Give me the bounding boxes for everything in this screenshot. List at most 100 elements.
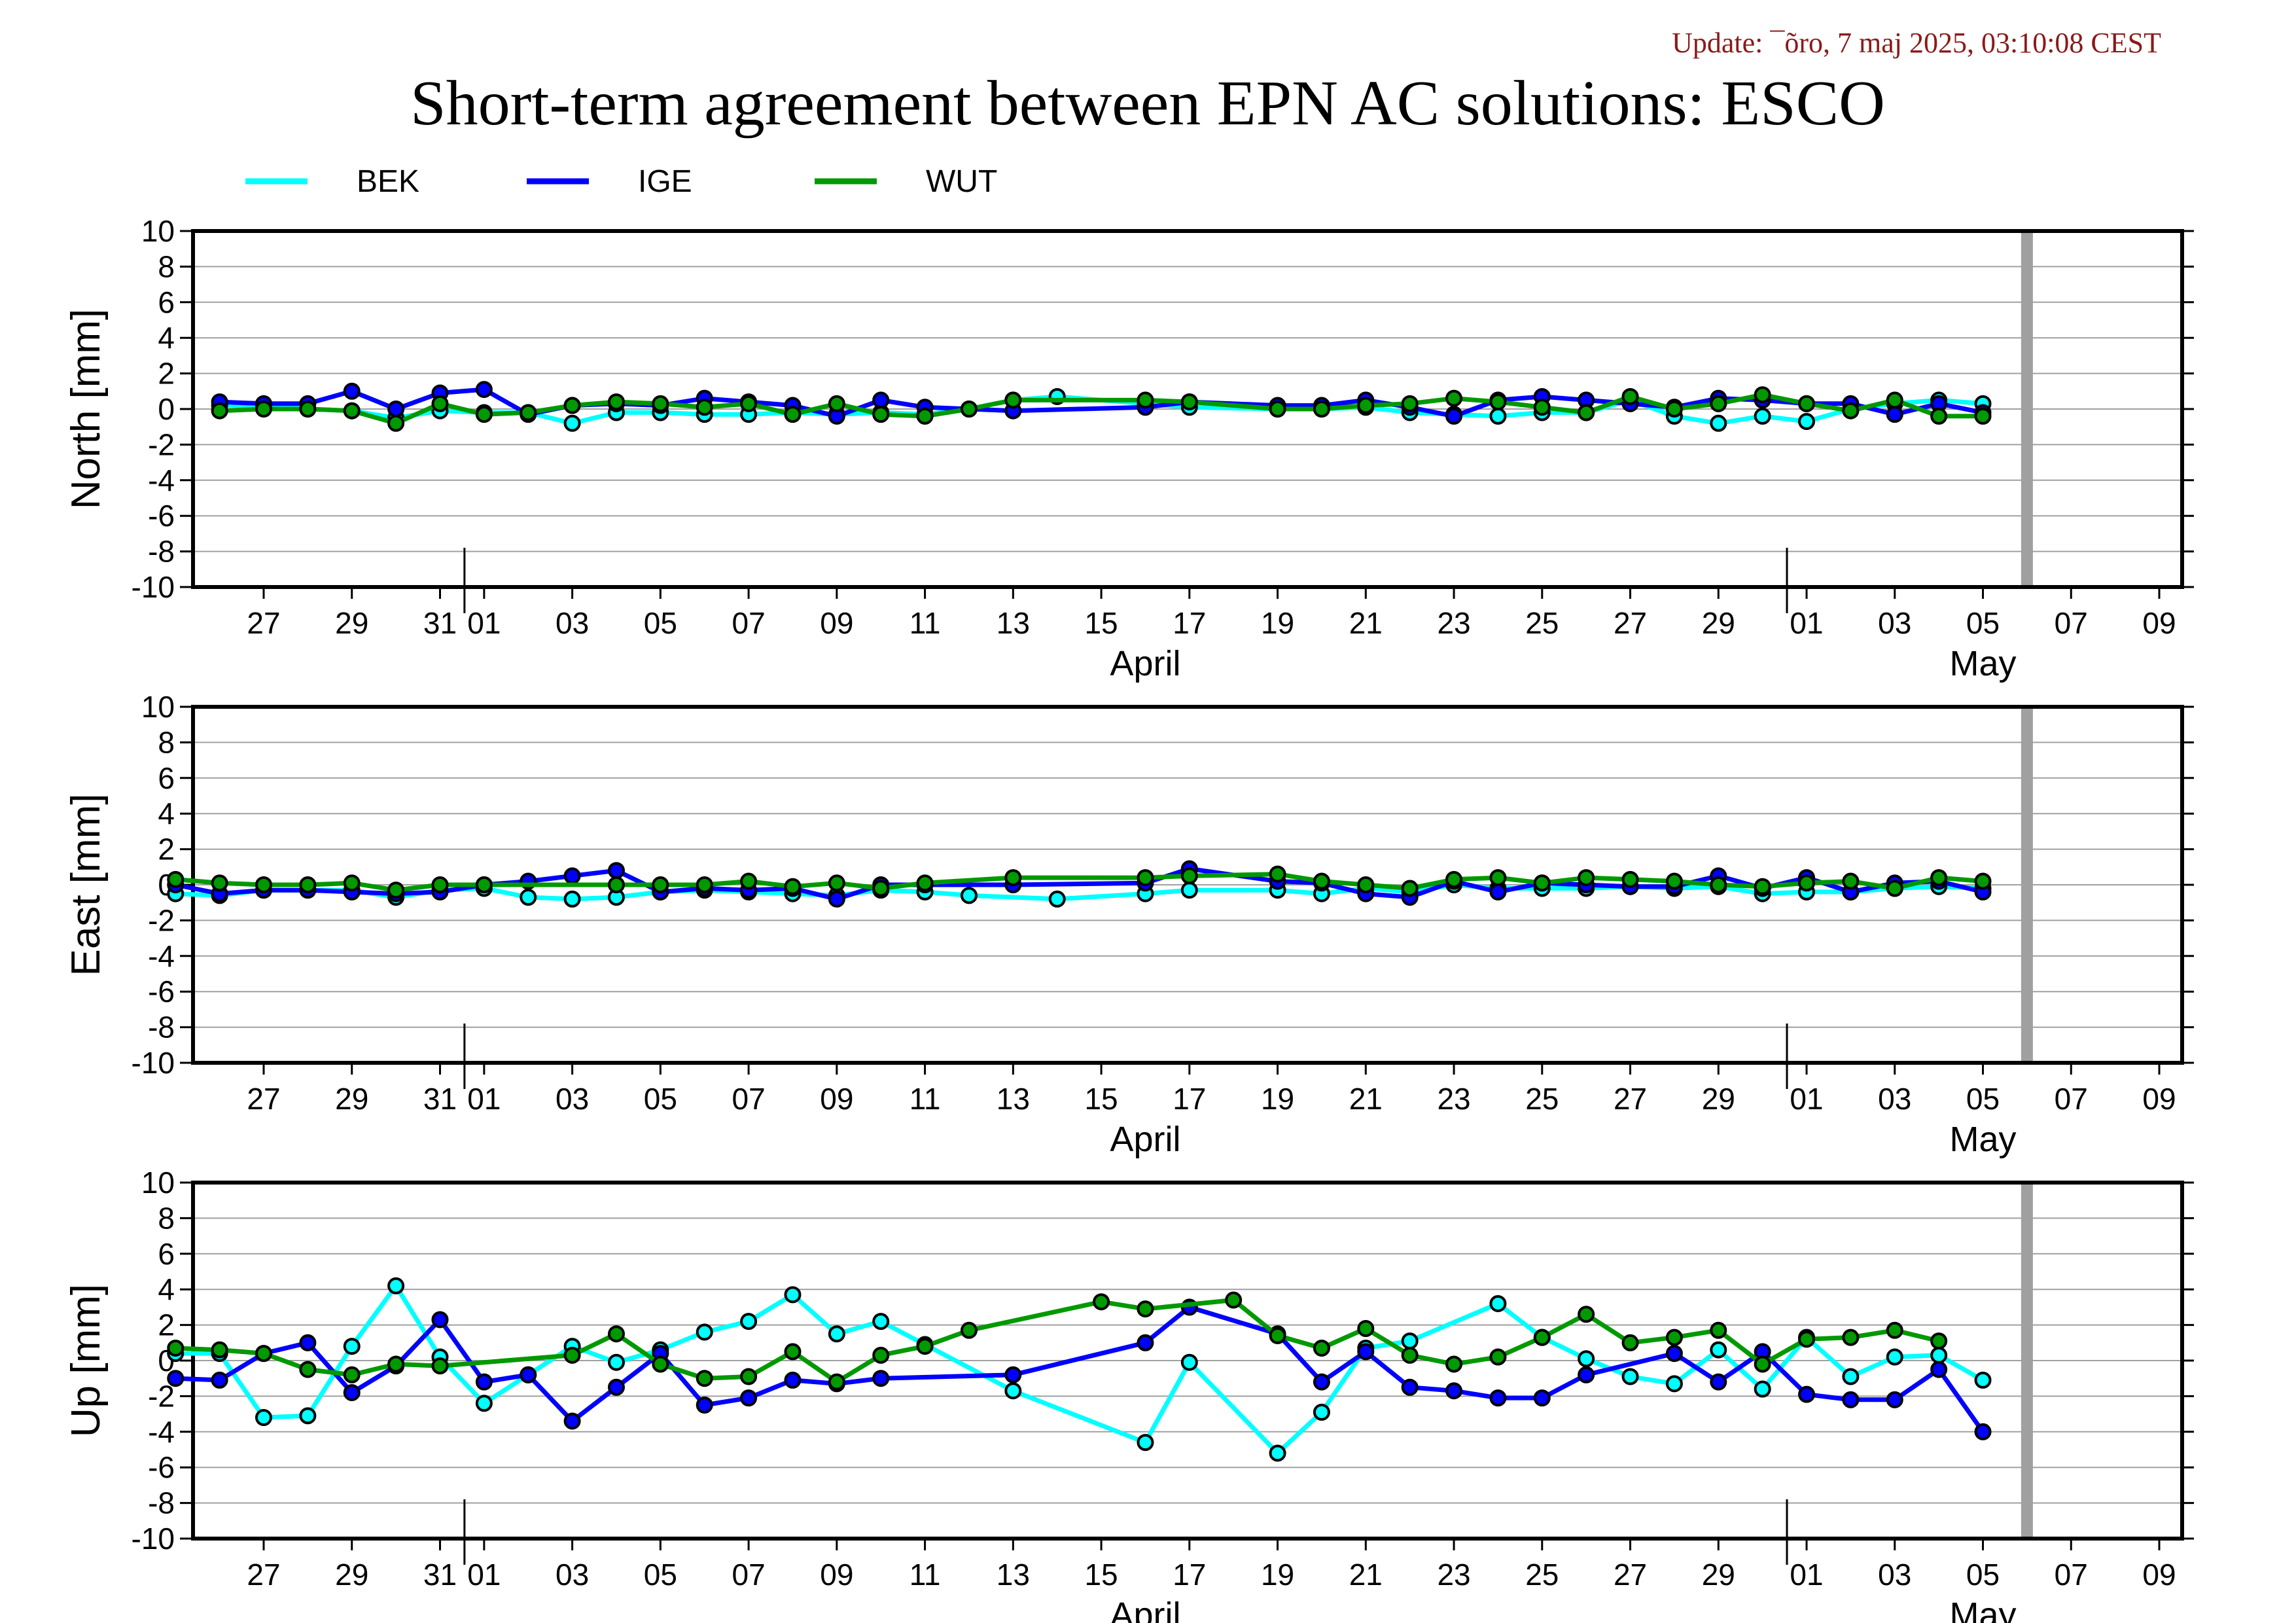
data-point-wut [1489, 869, 1507, 887]
data-point-wut [1137, 1300, 1154, 1318]
data-point-wut [211, 874, 228, 892]
y-tick-label: -8 [148, 1486, 175, 1520]
y-axis-label: Up [mm] [63, 1284, 109, 1437]
chart-title: Short-term agreement between EPN AC solu… [410, 68, 1885, 139]
data-point-bek [1886, 1348, 1903, 1366]
data-point-wut [872, 1346, 890, 1364]
data-point-wut [696, 1370, 713, 1387]
y-tick-label: -4 [148, 1415, 175, 1449]
x-tick-label: 29 [1702, 1558, 1735, 1592]
data-point-wut [1180, 867, 1198, 885]
data-point-wut [1974, 872, 1992, 890]
data-point-ige [431, 1311, 449, 1329]
y-tick-label: -10 [132, 570, 175, 604]
data-point-ige [563, 867, 581, 885]
data-point-wut [828, 395, 845, 412]
x-tick-label: 15 [1084, 1558, 1118, 1592]
data-point-bek [520, 889, 537, 906]
x-tick-label: 03 [1878, 1082, 1911, 1116]
data-point-bek [1048, 890, 1066, 908]
x-tick-label: 21 [1349, 1082, 1383, 1116]
data-point-wut [1137, 869, 1154, 887]
data-point-ige [299, 1334, 317, 1351]
data-point-wut [1269, 401, 1286, 418]
data-point-wut [1225, 1291, 1243, 1309]
data-point-bek [563, 890, 581, 908]
x-tick-label: 11 [910, 1558, 941, 1592]
data-point-bek [1489, 407, 1507, 425]
y-tick-label: -2 [148, 903, 175, 937]
x-tick-label: 05 [644, 1082, 677, 1116]
data-point-bek [255, 1409, 272, 1427]
data-point-bek [607, 1353, 625, 1371]
data-point-wut [740, 395, 758, 412]
data-point-ige [1886, 1391, 1903, 1408]
data-point-wut [1533, 1329, 1551, 1346]
data-point-wut [1798, 1330, 1816, 1348]
x-tick-label: 09 [2142, 1082, 2176, 1116]
data-point-ige [1445, 407, 1463, 425]
data-point-wut [607, 876, 625, 893]
x-tick-label: 29 [335, 1082, 368, 1116]
data-point-bek [1004, 1382, 1022, 1400]
data-point-bek [1754, 407, 1771, 425]
data-point-bek [828, 1325, 845, 1343]
x-tick-label: 29 [1702, 606, 1735, 640]
x-tick-label: 07 [732, 1082, 766, 1116]
today-marker [2021, 1183, 2033, 1539]
data-point-wut [1754, 878, 1771, 895]
x-tick-label: 13 [997, 1558, 1030, 1592]
x-tick-label: 03 [556, 1082, 589, 1116]
data-point-bek [1489, 1294, 1507, 1312]
x-tick-label: 19 [1261, 1082, 1294, 1116]
data-point-ige [475, 381, 493, 399]
y-tick-label: 6 [158, 285, 175, 319]
y-tick-label: 8 [158, 725, 175, 759]
data-point-wut [828, 874, 845, 892]
data-point-wut [1445, 1355, 1463, 1373]
data-point-ige [1710, 1373, 1727, 1391]
data-point-wut [1357, 1320, 1375, 1338]
data-point-wut [1886, 1321, 1903, 1339]
data-point-wut [520, 404, 537, 421]
month-label: May [1950, 1120, 2017, 1159]
data-point-wut [1533, 399, 1551, 416]
data-point-wut [1445, 389, 1463, 407]
x-tick-label: 27 [247, 1082, 280, 1116]
y-axis-label: East [mm] [63, 793, 109, 976]
x-tick-label: 29 [335, 606, 368, 640]
data-point-wut [1930, 1332, 1948, 1350]
x-tick-label: 05 [1966, 606, 2000, 640]
x-tick-label: 17 [1173, 606, 1206, 640]
data-point-wut [167, 1339, 185, 1357]
data-point-wut [916, 407, 934, 425]
x-tick-label: 01 [1790, 1558, 1823, 1592]
data-point-ige [520, 1366, 537, 1383]
data-point-wut [1665, 1329, 1683, 1346]
data-point-wut [211, 402, 228, 419]
data-point-wut [1357, 397, 1375, 414]
today-marker [2021, 231, 2033, 587]
series-line-ige [175, 1304, 1985, 1433]
data-point-bek [740, 1313, 758, 1330]
data-point-bek [1621, 1368, 1639, 1385]
data-point-wut [960, 1321, 978, 1339]
data-point-ige [343, 382, 361, 400]
y-tick-label: -6 [148, 499, 175, 533]
data-point-wut [1798, 874, 1816, 892]
x-tick-label: 03 [1878, 606, 1911, 640]
data-point-ige [343, 1383, 361, 1401]
month-label: April [1110, 1596, 1180, 1623]
data-point-ige [740, 1389, 758, 1407]
x-tick-label: 01 [1790, 1082, 1823, 1116]
data-point-wut [696, 399, 713, 416]
data-point-wut [1004, 869, 1022, 887]
data-point-bek [784, 1286, 802, 1304]
data-point-ige [1357, 1343, 1375, 1361]
data-point-bek [1710, 414, 1727, 432]
data-point-ige [1489, 883, 1507, 901]
data-point-ige [563, 1412, 581, 1430]
x-tick-label: 07 [732, 606, 766, 640]
